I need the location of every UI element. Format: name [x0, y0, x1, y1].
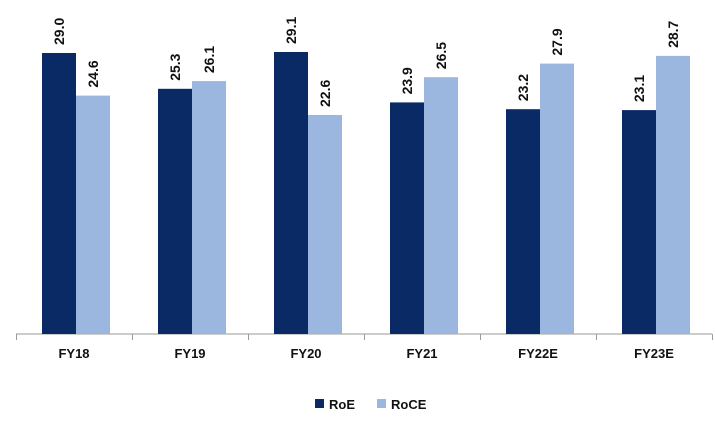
x-axis-tick-labels: FY18 FY19 FY20 FY21 FY22E FY23E [58, 346, 674, 361]
bar-roce-fy22e [540, 63, 574, 334]
legend-label-roe: RoE [329, 397, 355, 412]
x-tick-label-fy20: FY20 [290, 346, 321, 361]
data-label-roce-fy23e: 28.7 [665, 20, 681, 47]
data-labels: 29.0 24.6 25.3 26.1 29.1 22.6 23.9 26.5 23.2 27.9… [51, 17, 681, 107]
bar-roce-fy23e [656, 55, 690, 335]
legend: RoE RoCE [315, 397, 427, 412]
bars [42, 52, 690, 335]
legend-swatch-roce [377, 399, 386, 408]
legend-label-roce: RoCE [391, 397, 427, 412]
bar-roe-fy20 [274, 52, 308, 334]
data-label-roe-fy23e: 23.1 [631, 75, 647, 102]
x-tick-label-fy23e: FY23E [634, 346, 674, 361]
x-tick-label-fy18: FY18 [58, 346, 89, 361]
legend-swatch-roe [315, 399, 324, 408]
data-label-roce-fy19: 26.1 [201, 46, 217, 73]
x-axis-ticks [16, 334, 713, 340]
x-tick-label-fy19: FY19 [174, 346, 205, 361]
data-label-roce-fy22e: 27.9 [549, 28, 565, 55]
bar-roce-fy19 [192, 81, 226, 334]
bar-roe-fy18 [42, 53, 76, 334]
data-label-roce-fy21: 26.5 [433, 42, 449, 69]
data-label-roe-fy18: 29.0 [51, 18, 67, 45]
data-label-roce-fy20: 22.6 [317, 80, 333, 107]
data-label-roe-fy19: 25.3 [167, 53, 183, 80]
x-tick-label-fy22e: FY22E [518, 346, 558, 361]
bar-roce-fy21 [424, 77, 458, 334]
x-tick-label-fy21: FY21 [406, 346, 437, 361]
bar-roce-fy18 [76, 95, 110, 334]
data-label-roce-fy18: 24.6 [85, 60, 101, 87]
bar-roe-fy22e [506, 109, 540, 334]
bar-roe-fy21 [390, 102, 424, 335]
bar-roe-fy19 [158, 88, 192, 334]
data-label-roe-fy22e: 23.2 [515, 74, 531, 101]
bar-roe-fy23e [622, 110, 656, 334]
data-label-roe-fy20: 29.1 [283, 17, 299, 44]
data-label-roe-fy21: 23.9 [399, 67, 415, 94]
bar-roce-fy20 [308, 115, 342, 334]
